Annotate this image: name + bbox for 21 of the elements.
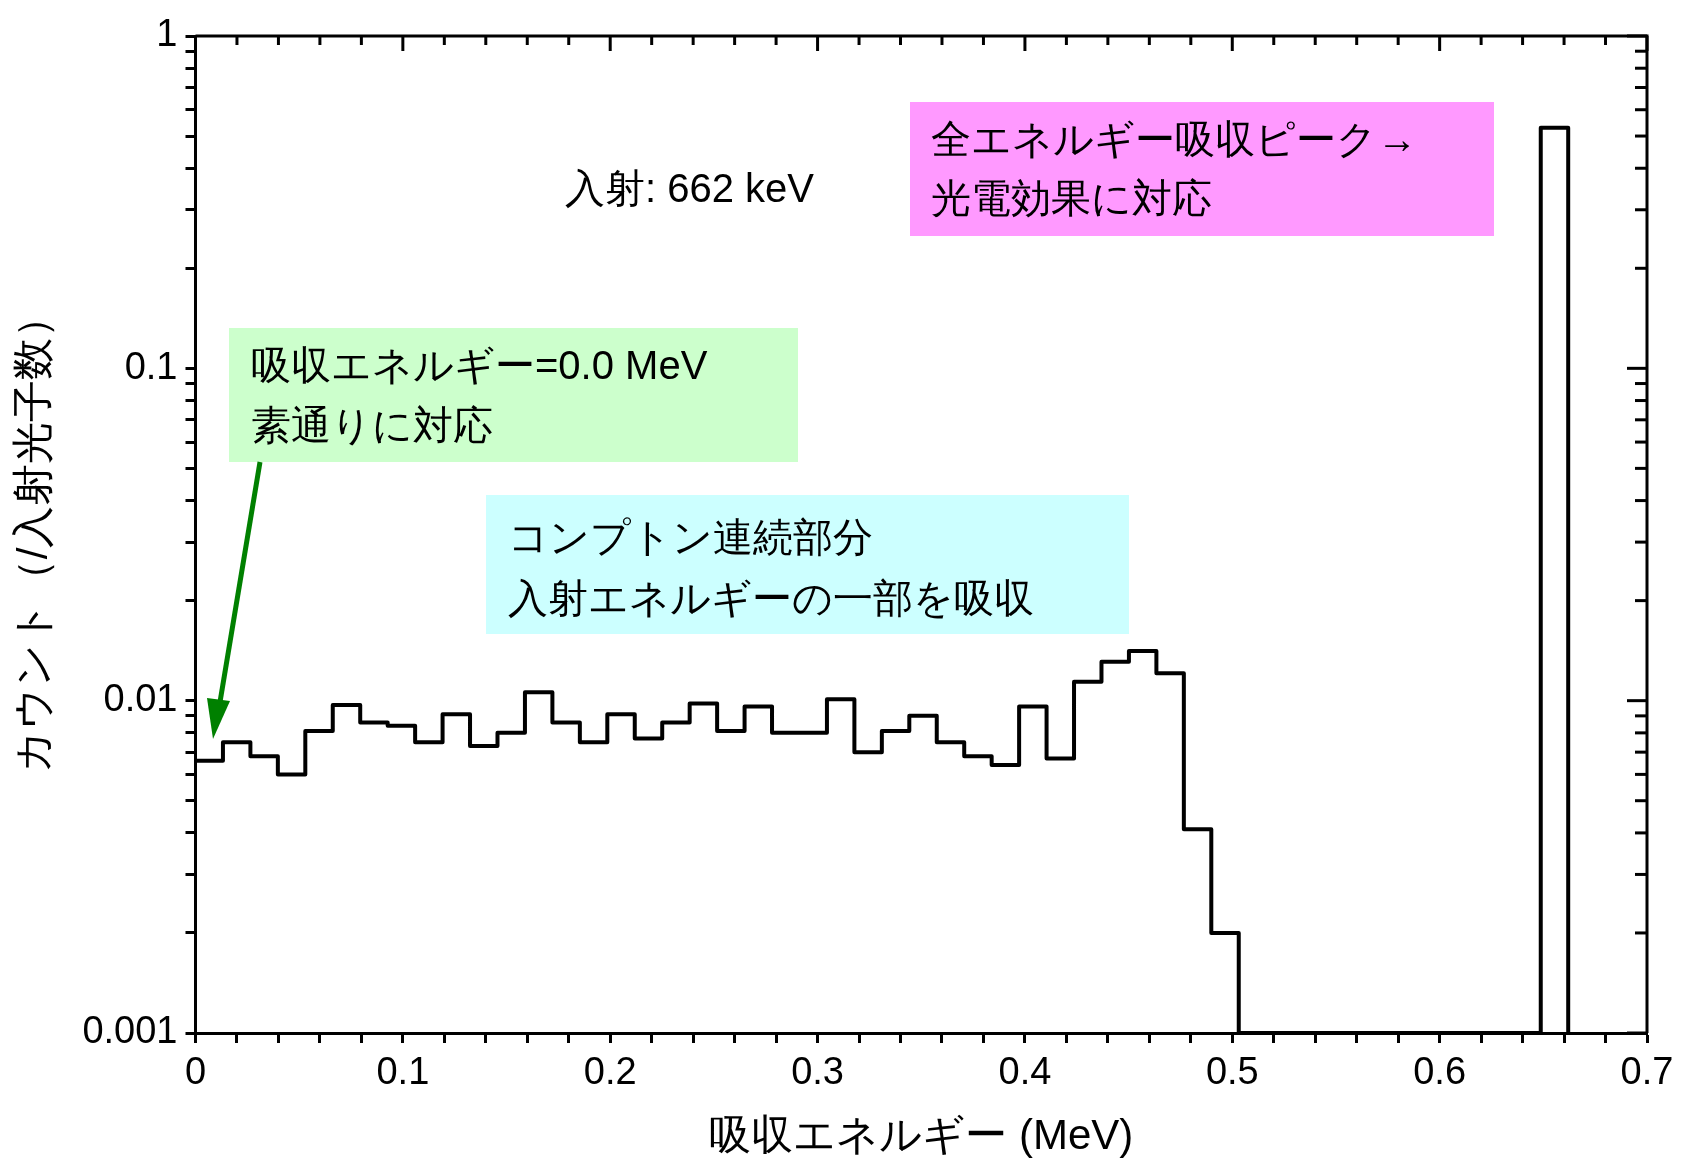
annotation: 光電効果に対応 <box>931 176 1212 221</box>
x-tick-label: 0.2 <box>583 1050 637 1093</box>
x-tick-label: 0.1 <box>376 1050 430 1093</box>
x-tick-label: 0.3 <box>791 1050 844 1093</box>
x-tick-label: 0.4 <box>998 1050 1052 1093</box>
annotation: 入射: 662 keV <box>565 166 815 211</box>
annotation: 素通りに対応 <box>251 403 493 448</box>
y-tick-label: 0.1 <box>124 344 178 387</box>
x-tick-label: 0 <box>184 1050 207 1093</box>
annotation: 入射エネルギーの一部を吸収 <box>508 576 1034 621</box>
y-tick-label: 1 <box>156 12 178 55</box>
annotation: 吸収エネルギー=0.0 MeV <box>251 343 708 388</box>
annotation: コンプトン連続部分 <box>508 515 873 560</box>
y-tick-label: 0.01 <box>103 677 178 720</box>
x-axis-title: 吸収エネルギー (MeV) <box>709 1111 1134 1159</box>
y-axis-title: カウント（/入射光子数） <box>8 295 56 774</box>
x-tick-label: 0.6 <box>1413 1050 1467 1093</box>
x-tick-label: 0.5 <box>1205 1050 1259 1093</box>
x-tick-label: 0.7 <box>1620 1050 1674 1093</box>
y-tick-label: 0.001 <box>82 1009 178 1052</box>
annotation: 全エネルギー吸収ピーク→ <box>931 117 1417 162</box>
